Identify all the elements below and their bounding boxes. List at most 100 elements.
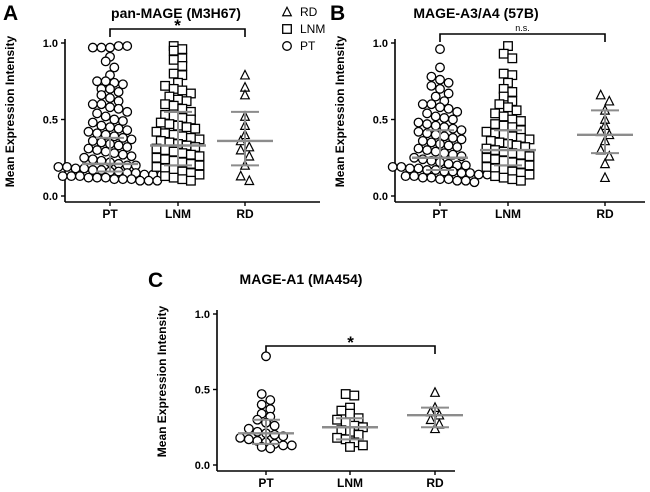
y-tick-label: 1.0 <box>373 38 388 50</box>
data-point <box>396 161 407 172</box>
data-point <box>507 53 518 64</box>
chart-title: MAGE-A1 (MA454) <box>240 271 363 287</box>
data-point <box>261 351 271 362</box>
data-point <box>105 93 115 104</box>
y-tick-label: 0.5 <box>195 385 210 397</box>
data-point <box>105 102 115 113</box>
data-point <box>456 125 467 136</box>
data-point <box>100 56 111 67</box>
data-point <box>524 160 535 171</box>
x-tick-label: PT <box>432 207 448 221</box>
data-point <box>122 125 133 136</box>
data-point <box>345 441 355 452</box>
x-tick-label: RD <box>236 207 254 221</box>
data-point <box>239 69 251 80</box>
data-point <box>151 161 162 172</box>
significance-label: * <box>174 16 181 35</box>
data-point <box>430 146 441 157</box>
data-point <box>417 172 428 183</box>
data-point <box>599 171 611 183</box>
data-point <box>498 146 509 157</box>
data-point <box>447 114 458 125</box>
panel-letter: C <box>148 269 163 292</box>
data-point <box>151 152 162 163</box>
data-point <box>100 146 111 157</box>
data-point <box>194 160 205 171</box>
data-point <box>181 122 192 133</box>
data-point <box>430 120 441 131</box>
data-point <box>515 149 526 160</box>
data-point <box>113 87 124 97</box>
data-point <box>190 123 201 134</box>
data-point <box>109 148 120 159</box>
legend-label: LNM <box>300 22 325 36</box>
data-point <box>452 175 463 186</box>
data-point <box>435 83 445 94</box>
panel-letter: A <box>3 2 18 25</box>
data-point <box>100 111 111 122</box>
data-point <box>244 140 255 152</box>
data-point <box>422 108 433 119</box>
data-point <box>177 44 188 55</box>
data-point <box>185 149 196 160</box>
data-point <box>439 113 450 123</box>
data-point <box>105 83 115 94</box>
legend-label: RD <box>300 5 318 19</box>
data-point <box>185 175 196 186</box>
data-point <box>435 74 445 85</box>
data-point <box>96 90 107 100</box>
data-point <box>164 119 175 130</box>
significance-bracket <box>109 28 246 37</box>
data-point <box>469 177 480 188</box>
data-point <box>57 171 68 182</box>
data-point <box>122 142 133 152</box>
data-point <box>498 68 509 79</box>
panel-C: C MAGE-A1 (MA454) Mean Expression Intensit… <box>148 269 463 490</box>
data-point <box>109 62 120 73</box>
data-point <box>151 126 162 137</box>
data-point <box>456 134 467 145</box>
y-tick-label: 0.0 <box>43 191 58 203</box>
data-point <box>460 160 471 171</box>
data-point <box>429 386 441 397</box>
data-point <box>87 42 98 53</box>
data-point <box>168 155 179 166</box>
data-point <box>126 151 137 162</box>
data-point <box>481 152 492 163</box>
data-point <box>177 174 188 185</box>
data-point <box>604 95 615 106</box>
data-point <box>426 172 437 183</box>
data-point <box>481 143 492 154</box>
data-point <box>79 152 90 163</box>
data-point <box>429 422 441 434</box>
data-point <box>53 161 64 172</box>
series-RD <box>577 88 633 183</box>
data-point <box>177 85 188 96</box>
data-point <box>143 175 154 186</box>
data-point <box>524 169 535 180</box>
data-point <box>417 99 428 110</box>
x-tick-label: LNM <box>495 207 521 221</box>
x-tick-label: LNM <box>165 207 191 221</box>
data-point <box>503 102 513 113</box>
legend-label: PT <box>300 39 316 53</box>
data-point <box>426 71 437 82</box>
data-point <box>100 172 111 183</box>
data-point <box>460 175 471 186</box>
data-point <box>160 171 171 182</box>
data-point <box>422 145 433 156</box>
data-point <box>87 154 98 165</box>
data-point <box>413 117 424 128</box>
data-point <box>122 106 133 117</box>
data-point <box>447 123 458 134</box>
significance-label: n.s. <box>515 23 530 33</box>
data-point <box>117 174 128 185</box>
data-point <box>494 99 505 110</box>
data-point <box>349 390 360 401</box>
chart-title: MAGE-A3/A4 (57B) <box>413 5 538 21</box>
data-point <box>490 108 501 119</box>
data-point <box>599 157 611 169</box>
data-point <box>168 54 179 65</box>
series-LNM <box>322 389 378 452</box>
